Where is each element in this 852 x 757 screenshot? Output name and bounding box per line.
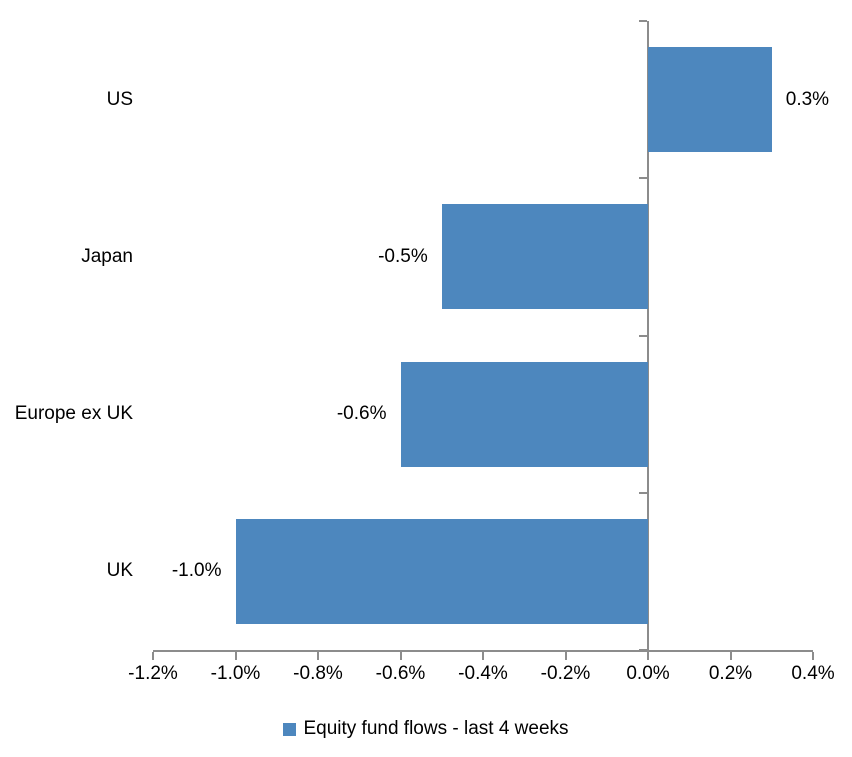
x-axis-tick-label: 0.0% [626,663,670,684]
data-label: 0.3% [785,88,830,110]
x-axis-tick-label: 0.4% [791,663,835,684]
legend-marker-square [283,722,297,736]
x-axis-tick [482,652,484,660]
x-axis-tick [812,652,814,660]
category-label: Europe ex UK [14,403,133,425]
x-axis-tick-label: -1.0% [210,663,261,684]
x-axis-tick-label: -0.6% [375,663,426,684]
category-label: US [106,88,133,110]
x-axis-tick-label: -0.2% [540,663,591,684]
legend-label: Equity fund flows - last 4 weeks [303,718,569,739]
bar-uk [235,518,648,624]
x-axis-tick [729,652,732,660]
x-axis-tick [564,652,567,660]
x-axis-tick [234,652,237,660]
category-label: UK [106,560,133,582]
x-axis-tick [647,652,649,660]
x-axis-tick [152,652,154,660]
category-boundary-tick [639,177,647,180]
x-axis-tick-label: 0.2% [708,663,753,684]
x-axis-tick [317,652,319,660]
category-boundary-tick [639,20,647,22]
data-label: -0.6% [336,403,387,425]
x-axis-tick [399,652,402,660]
category-boundary-tick [639,491,647,494]
category-boundary-tick [639,334,647,337]
zero-axis-line [647,21,649,650]
x-axis-tick-label: -0.8% [293,663,343,684]
bar-japan [441,204,648,310]
bar-europe-ex-uk [400,361,648,467]
data-label: -1.0% [171,560,222,582]
legend: Equity fund flows - last 4 weeks [0,718,852,740]
x-axis-tick-label: -1.2% [128,663,178,684]
bar-us [648,47,772,153]
x-axis-line [153,650,813,652]
x-axis-tick-label: -0.4% [458,663,508,684]
category-label: Japan [81,245,133,267]
data-label: -0.5% [378,245,428,267]
